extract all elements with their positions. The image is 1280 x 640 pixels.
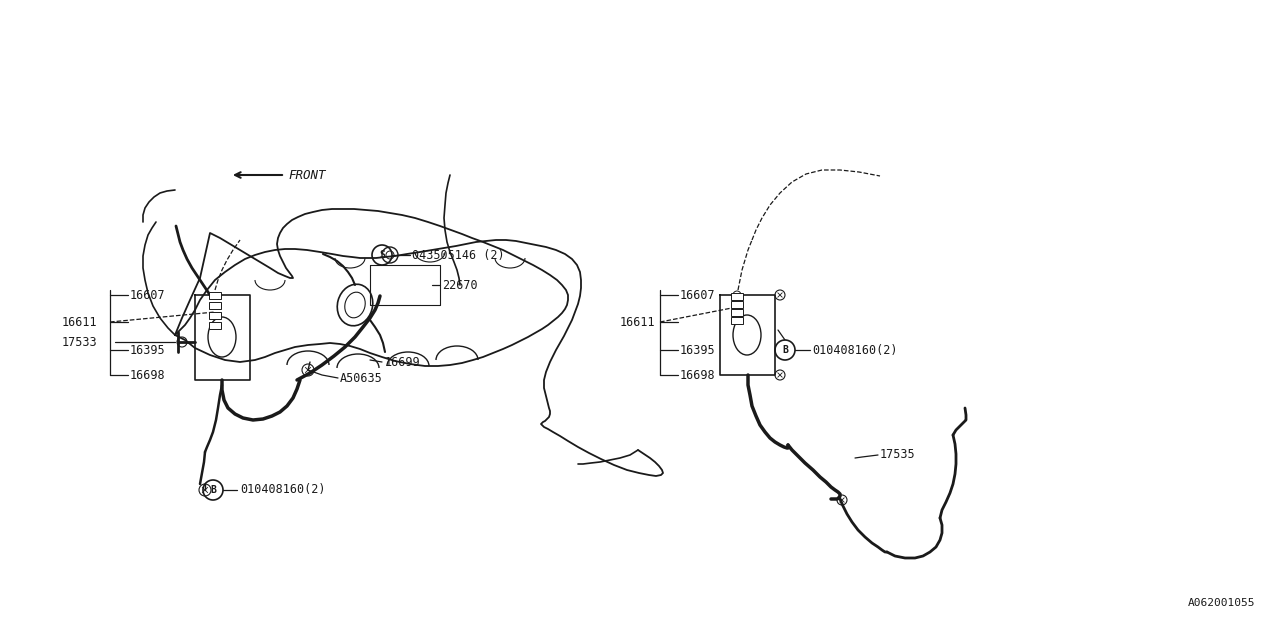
Bar: [209, 322, 221, 329]
Text: 17533: 17533: [61, 335, 97, 349]
Text: A50635: A50635: [340, 371, 383, 385]
Bar: [731, 309, 742, 316]
Text: 16611: 16611: [620, 316, 655, 328]
Bar: [209, 312, 221, 319]
Bar: [209, 292, 221, 299]
Text: 16611: 16611: [61, 316, 97, 328]
Text: 22670: 22670: [442, 278, 477, 291]
Bar: [731, 317, 742, 324]
Text: S: S: [379, 250, 385, 260]
Text: 16607: 16607: [680, 289, 716, 301]
Text: 043505146 (2): 043505146 (2): [412, 248, 504, 262]
Text: 16395: 16395: [680, 344, 716, 356]
Bar: [731, 293, 742, 300]
Bar: [731, 301, 742, 308]
Text: 17535: 17535: [881, 449, 915, 461]
Text: FRONT: FRONT: [288, 168, 325, 182]
Text: B: B: [782, 345, 788, 355]
Text: 16698: 16698: [680, 369, 716, 381]
Text: A062001055: A062001055: [1188, 598, 1254, 608]
Text: 010408160(2): 010408160(2): [241, 483, 325, 497]
Text: 16607: 16607: [131, 289, 165, 301]
Text: 16699: 16699: [385, 355, 421, 369]
Text: B: B: [210, 485, 216, 495]
Text: 16395: 16395: [131, 344, 165, 356]
Bar: [209, 302, 221, 309]
Text: 16698: 16698: [131, 369, 165, 381]
Text: 010408160(2): 010408160(2): [812, 344, 897, 356]
